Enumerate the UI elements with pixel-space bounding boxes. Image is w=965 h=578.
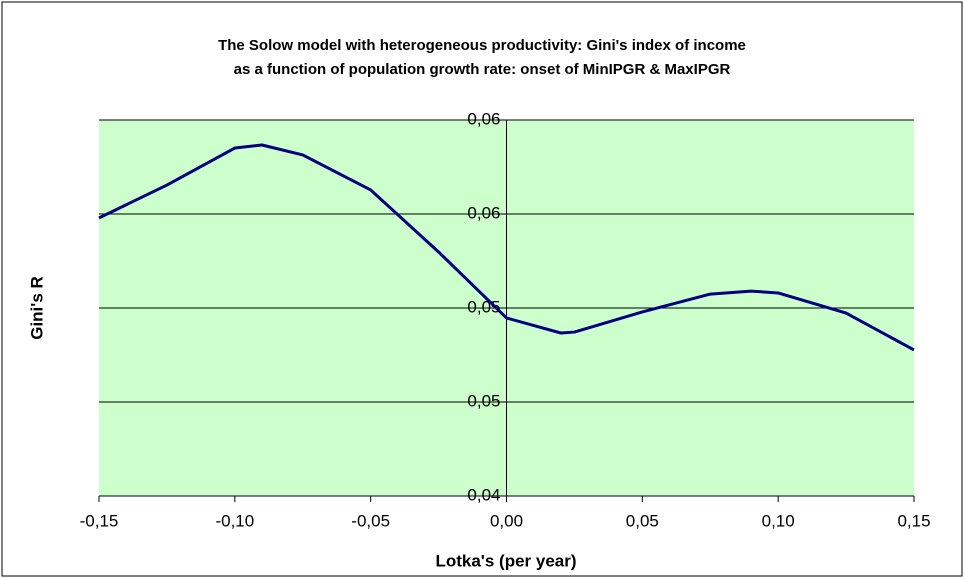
x-tick-label: 0,15 — [897, 511, 930, 530]
x-tick-label: 0,00 — [490, 511, 523, 530]
x-tick-label: 0,05 — [626, 511, 659, 530]
x-axis-label: Lotka's (per year) — [435, 551, 576, 570]
data-line — [98, 143, 915, 352]
x-tick-label: -0,10 — [215, 511, 254, 530]
y-tick-label: 0,06 — [467, 109, 500, 128]
y-axis-label: Gini's R — [27, 276, 46, 340]
x-tick-label: -0,05 — [351, 511, 390, 530]
x-tick-label: -0,15 — [80, 511, 119, 530]
y-tick-label: 0,05 — [467, 391, 500, 410]
y-tick-label: 0,04 — [467, 485, 500, 504]
y-tick-label: 0,06 — [467, 203, 500, 222]
chart-title: as a function of population growth rate:… — [234, 61, 731, 78]
chart-title: The Solow model with heterogeneous produ… — [218, 37, 746, 54]
x-tick-label: 0,10 — [762, 511, 795, 530]
